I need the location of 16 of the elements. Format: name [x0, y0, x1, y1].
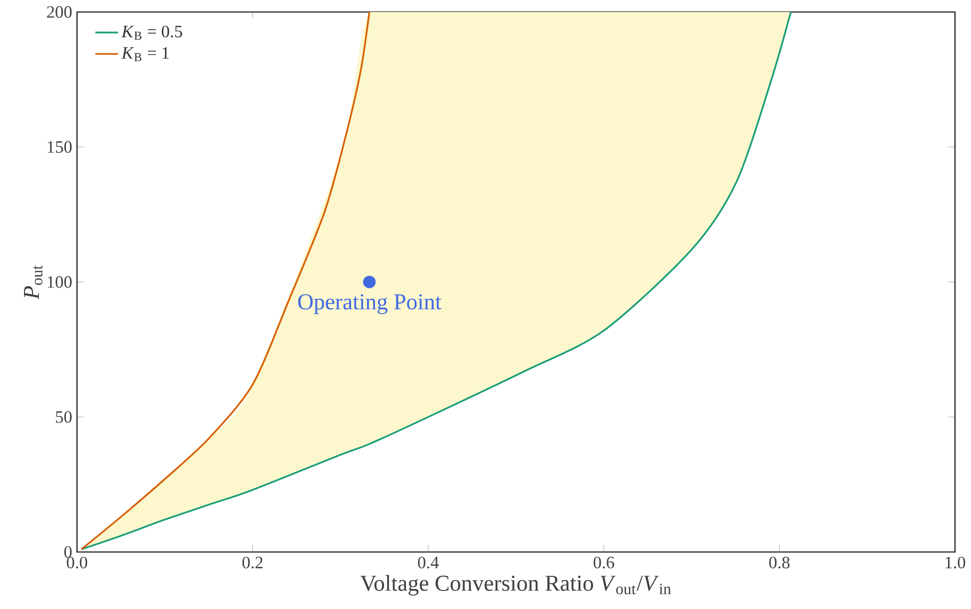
y-tick-label: 50 — [56, 411, 72, 423]
x-tick-label: 0.0 — [66, 556, 88, 568]
x-tick-label: 0.4 — [418, 556, 439, 568]
x-tick-label: 0.2 — [242, 556, 262, 568]
y-tick-label: 100 — [48, 276, 72, 288]
x-tick-label: 1.0 — [946, 556, 966, 568]
legend-label: K$_{B}$ = 1 — [121, 47, 169, 62]
y-tick-label: 0 — [64, 546, 72, 558]
y-tick-label: 200 — [47, 6, 72, 18]
y-axis-title: P$_{out}$ — [24, 265, 42, 300]
x-tick-label: 0.6 — [594, 556, 614, 568]
y-tick-label: 150 — [48, 141, 72, 153]
x-tick-label: 0.8 — [769, 556, 790, 568]
annotation: Operating Point — [298, 294, 442, 314]
x-axis-title: Voltage Conversion Ratio V$_{out}$/V$_{in}$ — [360, 574, 671, 596]
legend-label: K$_{B}$ = 0.5 — [121, 26, 182, 40]
